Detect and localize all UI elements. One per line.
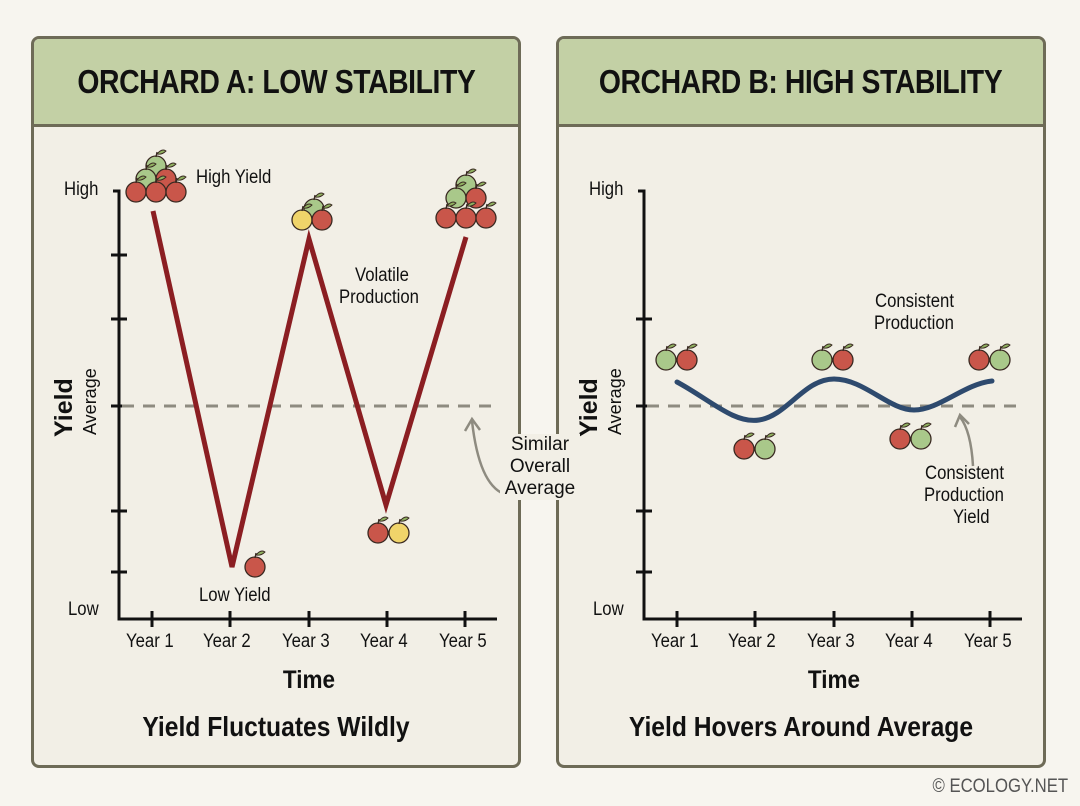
x-tick-5: Year 5: [439, 631, 487, 652]
x-axis-title: Time: [282, 666, 336, 694]
panel-orchard-b: ORCHARD B: HIGH STABILITY High Low Avera…: [556, 36, 1046, 768]
y-axis-title: Yield: [50, 378, 78, 437]
x-tick-4: Year 4: [360, 631, 408, 652]
yield-line-a: [150, 210, 469, 568]
chart-b: [636, 189, 1023, 627]
panel-a-header: ORCHARD A: LOW STABILITY: [34, 39, 518, 127]
callout-arrow-b: [958, 416, 975, 467]
axes-b: [636, 189, 1022, 627]
apple-single-icon: [244, 550, 266, 578]
apple-pile-high-icon: [125, 149, 187, 203]
y-axis-title: Yield: [575, 378, 603, 437]
x-tick-1: Year 1: [651, 631, 699, 652]
x-tick-3: Year 3: [282, 631, 330, 652]
x-tick-2: Year 2: [728, 631, 776, 652]
annotation-volatile: Volatile: [355, 265, 409, 286]
panel-a-title: ORCHARD A: LOW STABILITY: [77, 62, 475, 100]
apple-pair-low-icon: [367, 516, 410, 544]
panel-orchard-a: ORCHARD A: LOW STABILITY: [31, 36, 521, 768]
panel-b-header: ORCHARD B: HIGH STABILITY: [559, 39, 1043, 127]
callout-line-1: Similar: [510, 434, 570, 455]
panel-b-subtitle: Yield Hovers Around Average: [628, 711, 974, 742]
annotation-production: Production: [339, 287, 419, 308]
x-tick-1: Year 1: [126, 631, 174, 652]
similar-average-callout: Similar Overall Average: [500, 434, 580, 500]
apple-pile-high-icon: [435, 168, 497, 229]
apple-pair-icon: [889, 422, 932, 450]
annotation-consistent: Consistent: [875, 291, 955, 312]
y-high-label: High: [64, 179, 99, 200]
apple-pair-icon: [968, 343, 1011, 371]
apple-pair-icon: [655, 343, 698, 371]
copyright: © ECOLOGY.NET: [932, 776, 1068, 797]
x-tick-3: Year 3: [807, 631, 855, 652]
annotation-cpy-1: Consistent: [925, 463, 1005, 484]
x-tick-2: Year 2: [203, 631, 251, 652]
y-low-label: Low: [593, 599, 624, 620]
apple-pair-icon: [733, 432, 776, 460]
callout-line-3: Average: [504, 478, 576, 499]
y-average-label: Average: [605, 368, 625, 435]
axes-a: [111, 189, 497, 627]
apple-pair-icon: [291, 192, 333, 231]
chart-a: [111, 149, 505, 627]
y-average-label: Average: [80, 368, 100, 435]
callout-line-2: Overall: [509, 456, 571, 477]
annotation-cpy-3: Yield: [953, 507, 990, 528]
annotation-production: Production: [874, 313, 954, 334]
callout-arrow: [470, 420, 505, 496]
x-axis-title: Time: [807, 666, 861, 694]
y-high-label: High: [589, 179, 624, 200]
apple-pair-icon: [811, 343, 854, 371]
panel-a-subtitle: Yield Fluctuates Wildly: [142, 711, 410, 742]
y-low-label: Low: [68, 599, 99, 620]
panel-b-title: ORCHARD B: HIGH STABILITY: [599, 62, 1003, 100]
annotation-low-yield: Low Yield: [199, 585, 271, 606]
annotation-cpy-2: Production: [924, 485, 1004, 506]
x-tick-4: Year 4: [885, 631, 933, 652]
yield-line-b: [674, 376, 995, 423]
annotation-high-yield: High Yield: [196, 167, 272, 188]
x-tick-5: Year 5: [964, 631, 1012, 652]
